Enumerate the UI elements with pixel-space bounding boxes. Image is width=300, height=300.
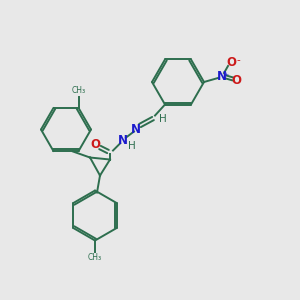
Text: CH₃: CH₃ <box>88 253 102 262</box>
Text: -: - <box>236 55 240 65</box>
Text: CH₃: CH₃ <box>71 86 85 95</box>
Text: H: H <box>159 113 167 124</box>
Text: H: H <box>128 140 136 151</box>
Text: O: O <box>90 138 100 151</box>
Text: N: N <box>217 70 227 83</box>
Text: N: N <box>131 123 141 136</box>
Text: N: N <box>118 134 128 147</box>
Text: O: O <box>231 74 241 86</box>
Text: O: O <box>226 56 236 70</box>
Text: +: + <box>224 71 229 76</box>
